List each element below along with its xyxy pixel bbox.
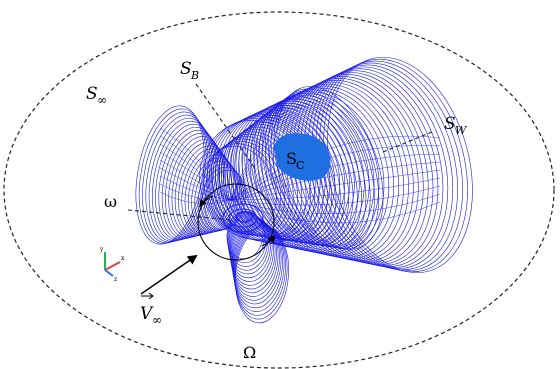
far-field-boundary [3, 11, 555, 369]
wake-ring [142, 111, 209, 244]
wake-ring [232, 222, 282, 305]
hub [222, 203, 264, 233]
wake-ring [267, 93, 371, 248]
wake-ring [229, 215, 271, 279]
s-w-letter: S [444, 114, 456, 134]
s-c-letter: S [286, 149, 297, 168]
sw-leader [382, 131, 433, 153]
v-inf-sub: ∞ [152, 313, 162, 327]
s-w-sub: W [455, 124, 468, 137]
s-c-sub: C [296, 159, 304, 172]
wake-mesh-line [159, 151, 231, 201]
rotation-circle [197, 183, 275, 261]
wake-mesh [135, 56, 473, 324]
label-v-infinity: V ∞ [140, 292, 162, 327]
axis-triad: y x z [99, 246, 125, 283]
wake-ring [262, 98, 362, 247]
s-b-letter: S [180, 59, 192, 79]
label-s-infinity: S ∞ [86, 84, 107, 107]
wake-ring [273, 88, 380, 250]
wake-mesh-line [159, 167, 231, 201]
wake-mesh-line [229, 199, 441, 224]
wake-ring [135, 105, 205, 245]
v-inf-letter: V [140, 304, 154, 324]
wake-ring [234, 225, 288, 320]
wake-ring [276, 86, 384, 250]
wake-mesh-line [159, 135, 231, 201]
wake-ring [264, 95, 367, 248]
wake-ring [327, 56, 473, 274]
sc-patch [274, 133, 331, 181]
rotation-arrow-bottom [261, 234, 275, 247]
label-s-b: S B [180, 59, 199, 82]
label-s-w: S W [444, 114, 468, 137]
wake-ring [323, 58, 468, 273]
wake-mesh-line [229, 87, 301, 201]
sb-leader [195, 83, 257, 171]
label-s-c: S C [286, 149, 304, 172]
axis-y-label: y [99, 246, 104, 253]
wake-ring [231, 220, 279, 297]
wake-ring [230, 218, 276, 290]
wake-ring [315, 62, 458, 271]
wake-mesh-line [159, 175, 231, 201]
wake-mesh-line [229, 161, 441, 201]
wake-ring [319, 60, 463, 272]
wake-mesh-line [229, 177, 441, 201]
wake-mesh-line [229, 119, 301, 201]
wake-mesh-line [159, 191, 231, 204]
wake-mesh-line [229, 145, 441, 201]
wake-mesh-line [159, 183, 231, 201]
axis-x-label: x [121, 255, 125, 262]
wake-ring [145, 114, 211, 243]
wake-mesh-line [229, 135, 441, 201]
wake-mesh-line [229, 111, 301, 201]
wake-mesh-line [229, 185, 441, 206]
wake-ring [158, 126, 219, 240]
wake-mesh-line [229, 193, 441, 214]
s-inf-letter: S [86, 84, 98, 104]
wake-ring [296, 72, 434, 265]
label-omega: ω [104, 192, 117, 211]
wake-mesh-line [159, 159, 231, 201]
wake-mesh-line [229, 169, 441, 201]
wake-mesh-line [229, 103, 301, 201]
wake-ring [138, 108, 207, 244]
label-domain-omega: Ω [243, 343, 256, 362]
wake-ring [232, 221, 280, 301]
wake-ring [234, 224, 286, 316]
wake-mesh-line [159, 143, 231, 201]
freestream-arrow [140, 254, 198, 295]
wake-ring [233, 223, 285, 312]
s-b-sub: B [190, 69, 199, 82]
wake-ring [253, 105, 350, 245]
rotation-arrow-top [199, 195, 214, 208]
wake-ring [161, 130, 221, 239]
wake-ring [230, 217, 274, 286]
wake-mesh-line [159, 127, 231, 201]
wake-ring [229, 216, 273, 282]
axis-z-label: z [114, 276, 117, 283]
wake-ring [227, 211, 265, 264]
wake-ring [259, 100, 358, 247]
wake-mesh-line [229, 95, 301, 201]
omega-leader [127, 209, 233, 221]
wake-ring [155, 123, 217, 241]
s-inf-sub: ∞ [97, 93, 107, 107]
wake-ring [235, 226, 289, 324]
